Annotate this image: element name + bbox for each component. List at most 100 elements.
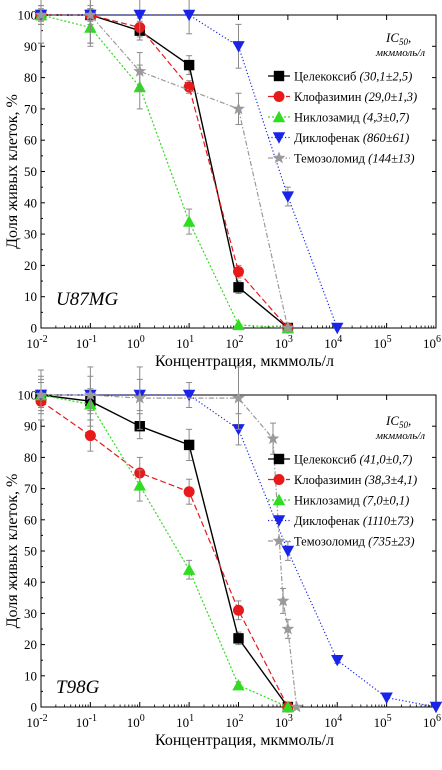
legend: Целекоксиб (41,0±0,7) Клофазимин (38,3±4,… [268,453,417,549]
legend-marker [272,151,286,164]
legend-marker [272,132,286,144]
ic50-header: IC50, [385,413,411,430]
series-5 [34,366,303,713]
y-tick-label: 20 [24,637,37,652]
x-axis-title: Концентрация, мкммоль/л [155,353,334,370]
data-point [266,431,280,445]
data-point [233,266,244,278]
y-tick-label: 20 [24,258,37,273]
y-tick-label: 50 [24,164,37,179]
legend-item-1: Целекоксиб (41,0±0,7) [268,453,412,467]
data-point [232,391,245,404]
data-point [133,391,147,404]
x-tick-label: 102 [226,713,244,730]
x-tick-label: 10-1 [76,334,97,351]
y-tick-label: 10 [24,289,37,304]
y-tick-label: 80 [24,450,37,465]
y-tick-label: 90 [24,39,37,54]
series-line [40,394,289,708]
legend-label: Темозоломид (144±13) [294,152,415,166]
x-tick-label: 100 [127,334,145,351]
series-5 [34,0,295,334]
data-point [281,700,295,713]
legend-marker [272,493,286,506]
data-point [182,563,196,575]
data-point [133,9,146,22]
x-tick-label: 101 [176,713,194,730]
data-point [84,8,97,21]
x-tick-label: 102 [226,334,244,351]
legend-label: Клофазимин (38,3±4,1) [294,473,417,487]
x-tick-label: 100 [127,713,145,730]
x-tick-label: 105 [374,713,392,730]
x-tick-label: 106 [423,713,441,730]
y-tick-label: 0 [31,700,38,715]
data-point [182,389,196,402]
legend-label: Темозоломид (735±23) [294,535,415,549]
y-tick-label: 80 [24,70,37,85]
x-tick-label: 103 [275,713,293,730]
y-tick-label: 30 [24,227,37,242]
data-point [290,700,303,713]
y-tick-label: 90 [24,419,37,434]
x-tick-label: 10-1 [76,713,97,730]
data-point [232,318,245,331]
ic50-unit: мкммоль/л [375,430,425,442]
legend-item-3: Никлозамид (7,0±0,1) [268,494,409,508]
legend-label: Целекоксиб (41,0±0,7) [294,453,412,467]
y-tick-label: 10 [24,668,37,683]
ic50-header: IC50, [385,30,411,47]
legend-label: Диклофенак (860±61) [294,131,409,145]
y-tick-label: 40 [24,195,37,210]
data-point [331,322,344,335]
series-line [41,14,289,329]
data-point [281,191,295,203]
y-tick-label: 70 [24,101,37,116]
data-point [281,622,295,635]
data-point [133,479,146,491]
y-tick-label: 100 [18,388,38,403]
data-point [233,633,244,644]
x-axis-title: Концентрация, мкммоль/л [155,732,334,749]
y-tick-label: 60 [24,512,37,527]
data-point [232,678,245,691]
data-point [233,604,244,616]
ic50-unit: мкммоль/л [375,47,425,59]
legend-marker [273,70,285,82]
data-point [380,692,393,704]
legend-item-5: Темозоломид (144±13) [268,151,415,166]
legend-item-5: Темозоломид (735±23) [268,534,415,549]
x-tick-label: 104 [324,713,342,730]
data-point [84,388,97,401]
y-axis-title: Доля живых клеток, % [4,94,21,249]
legend-marker [272,534,286,547]
x-tick-label: 105 [374,334,392,351]
data-point [34,388,48,401]
y-tick-label: 70 [24,481,37,496]
data-point [183,439,195,451]
legend-item-2: Клофазимин (38,3±4,1) [268,473,417,487]
legend-marker [272,110,286,123]
y-tick-label: 30 [24,606,37,621]
legend-marker [273,474,285,485]
data-point [183,59,195,71]
data-point [182,9,196,22]
x-tick-label: 101 [176,334,194,351]
y-tick-label: 100 [18,8,38,23]
y-tick-label: 60 [24,133,37,148]
legend-item-3: Никлозамид (4,3±0,7) [268,111,409,125]
x-tick-label: 104 [324,334,342,351]
x-tick-label: 10-2 [26,334,47,351]
series-line [40,394,289,708]
y-tick-label: 40 [24,575,37,590]
data-point [183,81,195,93]
x-tick-label: 106 [423,334,441,351]
cell-line-label: U87MG [56,289,119,310]
data-point [133,64,147,77]
chart-panel-t98g: 0 10 20 30 40 50 60 70 80 90 100 10-2 10-1 100 101 102 1… [4,366,442,749]
legend-item-1: Целекоксиб (30,1±2,5) [268,70,412,84]
legend-item-4: Диклофенак (860±61) [268,131,409,145]
series-line [41,394,298,708]
